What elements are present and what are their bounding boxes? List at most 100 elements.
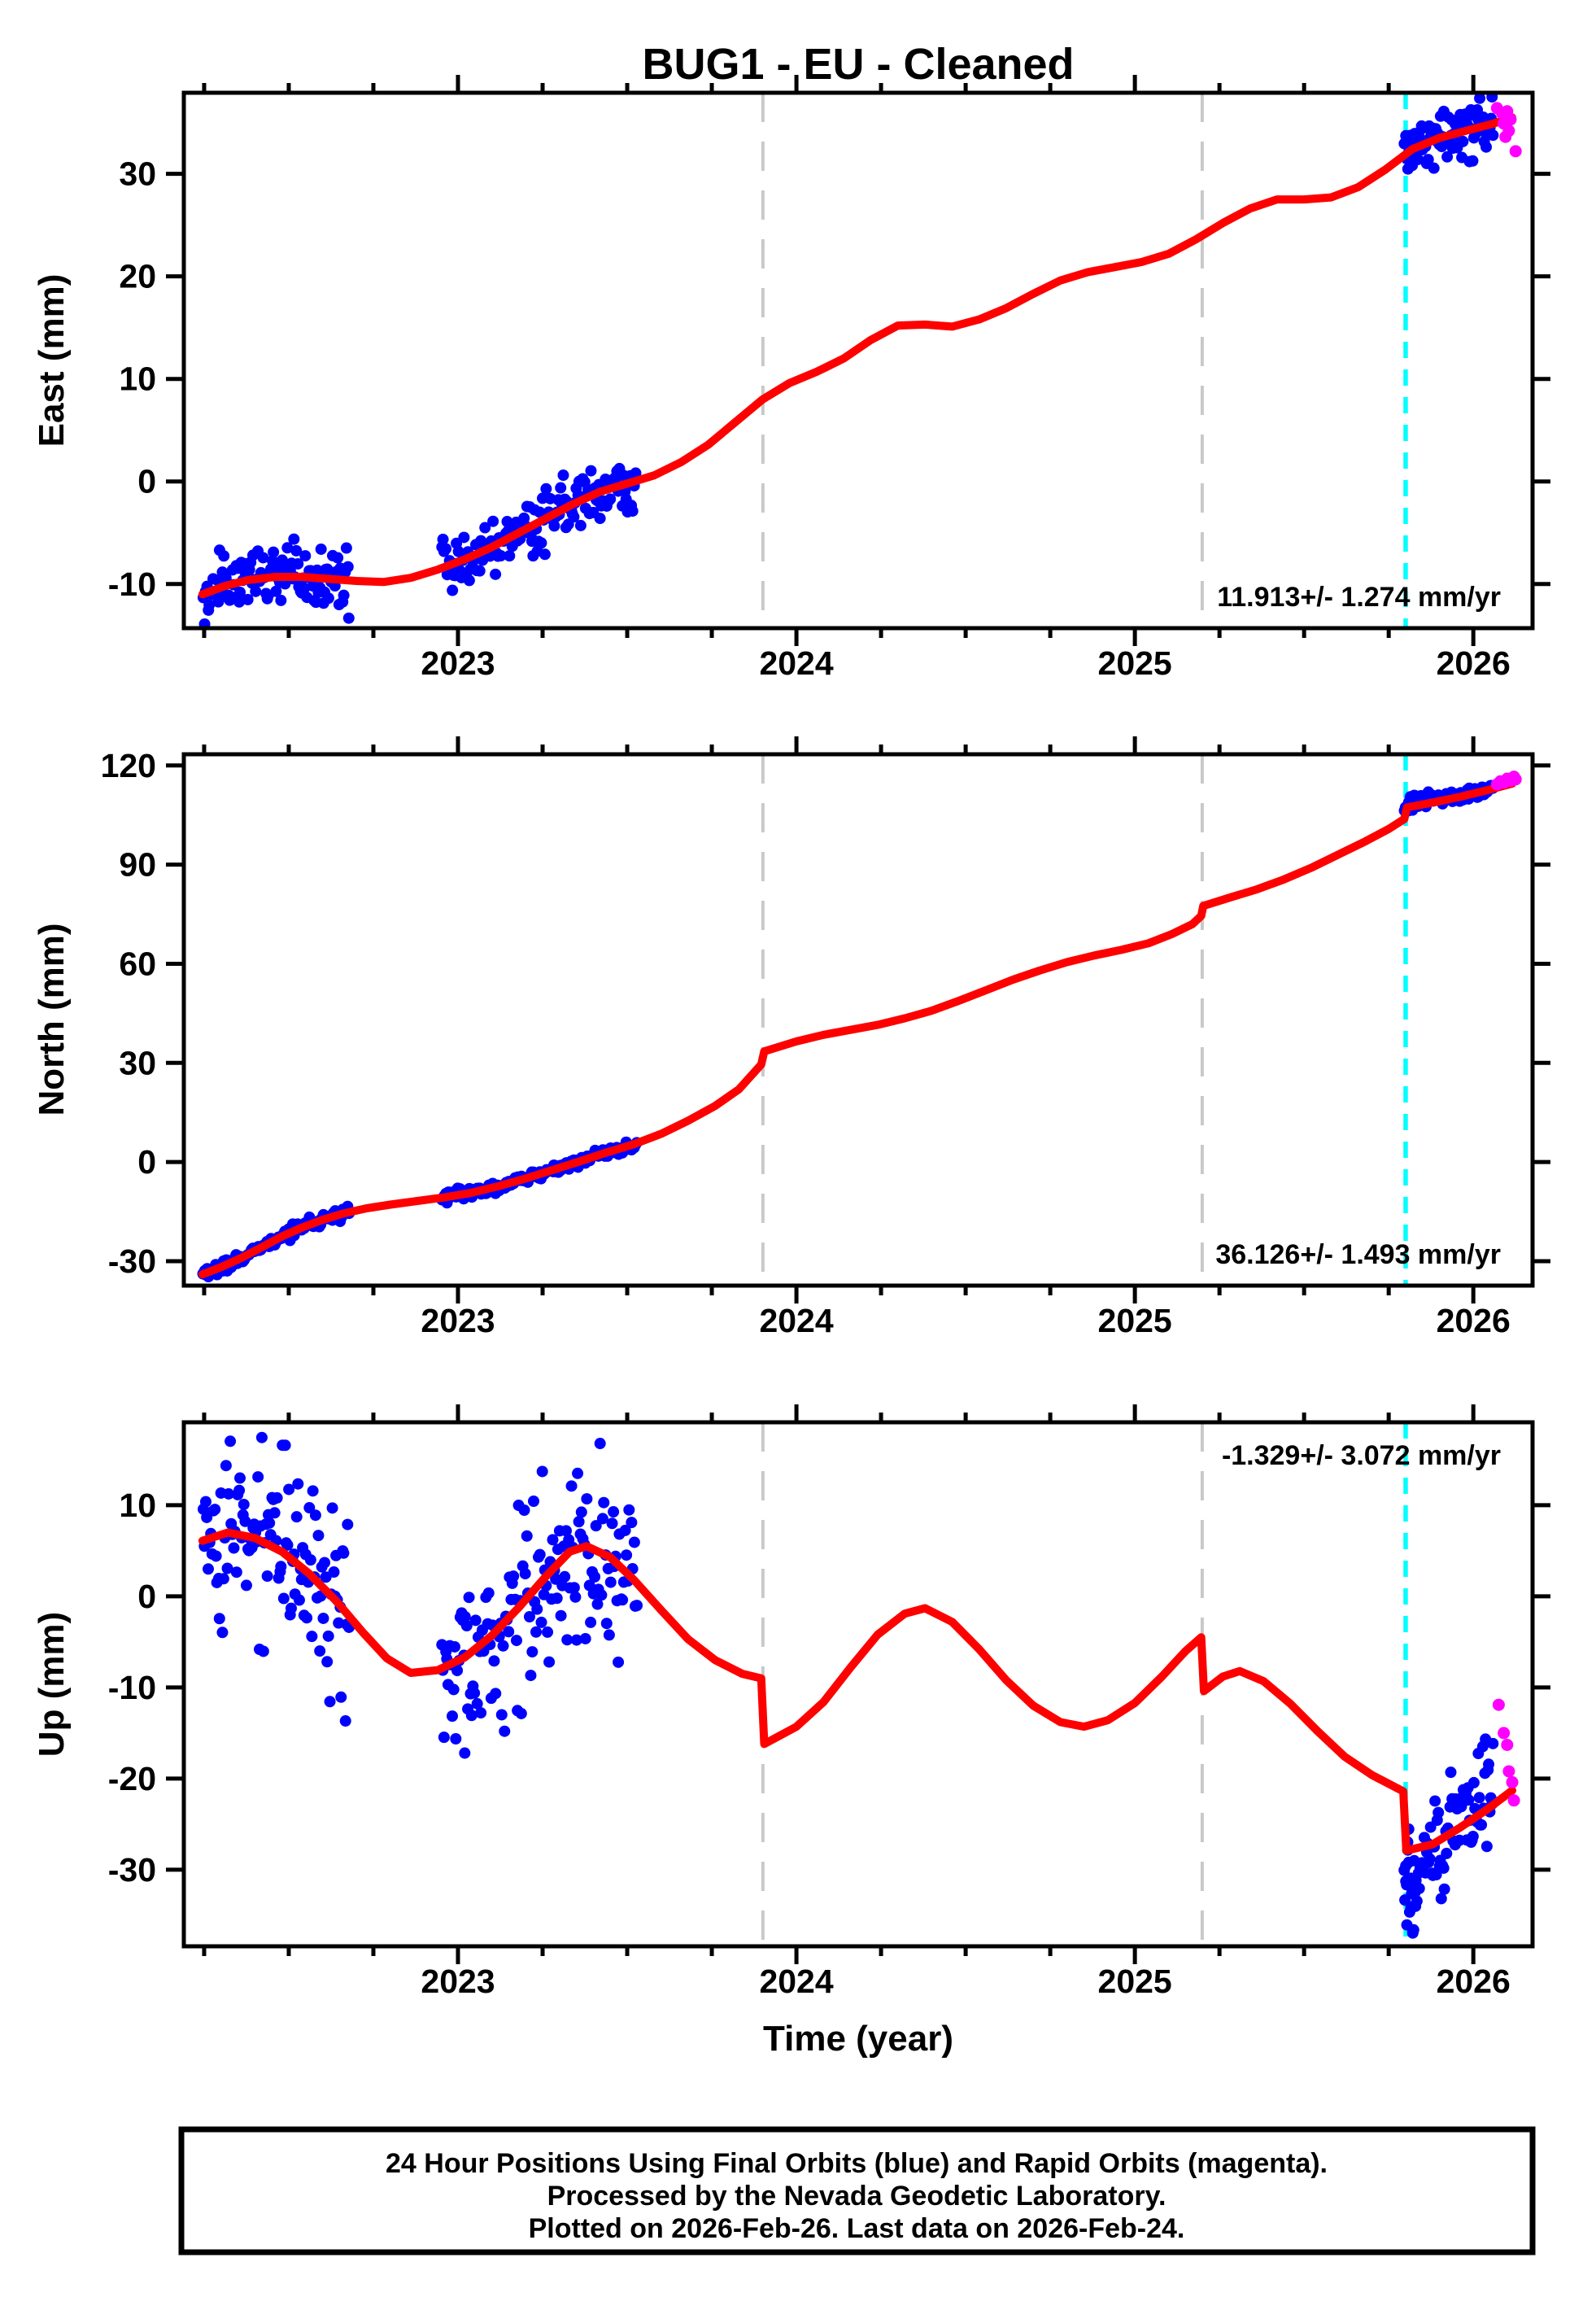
final-orbit-point xyxy=(281,1539,294,1551)
final-orbit-point xyxy=(471,1697,483,1710)
final-orbit-point xyxy=(535,537,547,549)
east-plot-frame xyxy=(181,90,1535,631)
final-orbit-point xyxy=(542,1626,554,1638)
final-orbit-point xyxy=(257,1645,269,1657)
final-orbit-point xyxy=(1424,1853,1436,1865)
final-orbit-point xyxy=(536,1465,548,1478)
north-axis-title: North (mm) xyxy=(32,923,72,1116)
final-orbit-point xyxy=(490,1688,502,1700)
final-orbit-point xyxy=(335,1691,347,1703)
final-orbit-point xyxy=(568,1582,580,1594)
final-orbit-point xyxy=(1467,1776,1480,1788)
final-orbit-point xyxy=(338,1547,350,1559)
final-orbit-point xyxy=(626,1517,638,1529)
final-orbit-point xyxy=(621,1549,633,1561)
final-orbit-point xyxy=(271,1491,283,1504)
final-orbit-point xyxy=(1463,1794,1475,1806)
final-orbit-point xyxy=(281,542,294,554)
y-tick-label: 0 xyxy=(137,463,156,500)
final-orbit-point xyxy=(623,1504,635,1516)
final-orbit-point xyxy=(279,1439,291,1452)
final-orbit-point xyxy=(548,520,560,532)
x-tick-label: 2025 xyxy=(1098,644,1172,682)
final-orbit-point xyxy=(317,1612,329,1624)
final-orbit-point xyxy=(209,1504,221,1516)
final-orbit-point xyxy=(233,1472,246,1484)
final-orbit-point xyxy=(1467,1830,1479,1842)
up-plot-area xyxy=(197,1422,1520,1946)
footer-line-2: Processed by the Nevada Geodetic Laborat… xyxy=(547,2181,1166,2212)
final-orbit-point xyxy=(268,546,280,558)
final-orbit-point xyxy=(199,1496,211,1508)
final-orbit-point xyxy=(626,505,639,517)
final-orbit-point xyxy=(547,1534,559,1546)
final-orbit-point xyxy=(1473,1792,1485,1804)
y-tick-label: 60 xyxy=(119,945,156,982)
final-orbit-point xyxy=(1406,1879,1418,1891)
final-orbit-point xyxy=(490,568,502,580)
final-orbit-point xyxy=(482,1587,495,1599)
final-orbit-point xyxy=(304,1554,316,1566)
final-orbit-point xyxy=(275,594,287,606)
x-tick-label: 2024 xyxy=(759,644,833,682)
final-orbit-point xyxy=(1399,1894,1411,1906)
x-tick-label: 2026 xyxy=(1437,644,1511,682)
final-orbit-point xyxy=(1435,1893,1447,1905)
final-orbit-point xyxy=(604,493,617,505)
final-orbit-point xyxy=(321,1656,334,1668)
x-tick-label: 2023 xyxy=(421,1963,495,2000)
final-orbit-point xyxy=(299,550,312,562)
final-orbit-point xyxy=(469,1614,482,1627)
y-tick-label: 0 xyxy=(137,1578,156,1615)
final-orbit-point xyxy=(525,1670,537,1682)
final-orbit-point xyxy=(469,1687,481,1699)
rapid-orbit-point xyxy=(1509,773,1522,786)
final-orbit-point xyxy=(268,1507,281,1519)
y-tick-label: 10 xyxy=(119,360,156,398)
final-orbit-point xyxy=(218,550,230,562)
footer-note-box xyxy=(178,2126,1536,2255)
final-orbit-point xyxy=(301,1612,313,1624)
up-panel: 2023 2024 2025 2026 -30 -20 -10 0 10 Up (mm) -1.… xyxy=(32,1404,1550,2000)
final-orbit-point xyxy=(463,574,475,587)
final-orbit-point xyxy=(290,544,303,557)
final-orbit-point xyxy=(523,1610,535,1622)
final-orbit-point xyxy=(504,550,516,562)
up-rate-annotation: -1.329+/- 3.072 mm/yr xyxy=(1222,1440,1501,1471)
final-orbit-point xyxy=(581,1493,593,1505)
x-tick-label: 2025 xyxy=(1098,1963,1172,2000)
y-tick-label: 0 xyxy=(137,1143,156,1181)
final-orbit-point xyxy=(332,552,344,564)
final-orbit-point xyxy=(326,1502,338,1514)
y-tick-label: -20 xyxy=(108,1760,156,1797)
final-orbit-point xyxy=(339,1715,351,1727)
final-orbit-point xyxy=(557,469,569,482)
final-orbit-point xyxy=(579,1632,591,1644)
final-orbit-point xyxy=(594,1438,606,1450)
final-orbit-point xyxy=(451,1665,464,1677)
final-orbit-point xyxy=(242,593,254,605)
final-orbit-point xyxy=(342,561,354,573)
final-orbit-point xyxy=(342,612,355,624)
final-orbit-point xyxy=(568,511,580,523)
final-orbit-point xyxy=(1432,1806,1445,1819)
final-orbit-point xyxy=(570,1634,582,1646)
final-orbit-point xyxy=(495,1709,508,1721)
footer-note: 24 Hour Positions Using Final Orbits (bl… xyxy=(178,2126,1536,2255)
final-orbit-point xyxy=(619,1524,631,1536)
final-orbit-point xyxy=(217,1573,229,1585)
final-orbit-point xyxy=(539,548,551,561)
final-orbit-point xyxy=(495,549,507,561)
final-orbit-point xyxy=(603,1629,615,1641)
final-orbit-point xyxy=(475,1707,487,1719)
final-orbit-point xyxy=(497,1640,509,1652)
final-orbit-point xyxy=(250,585,262,597)
final-orbit-point xyxy=(503,1626,515,1638)
final-orbit-point xyxy=(309,1509,321,1522)
rapid-orbit-point xyxy=(1492,1698,1505,1711)
final-orbit-point xyxy=(447,1683,460,1696)
final-orbit-point xyxy=(338,589,350,601)
x-tick-label: 2023 xyxy=(421,644,495,682)
model-fit-line xyxy=(198,779,1516,1279)
